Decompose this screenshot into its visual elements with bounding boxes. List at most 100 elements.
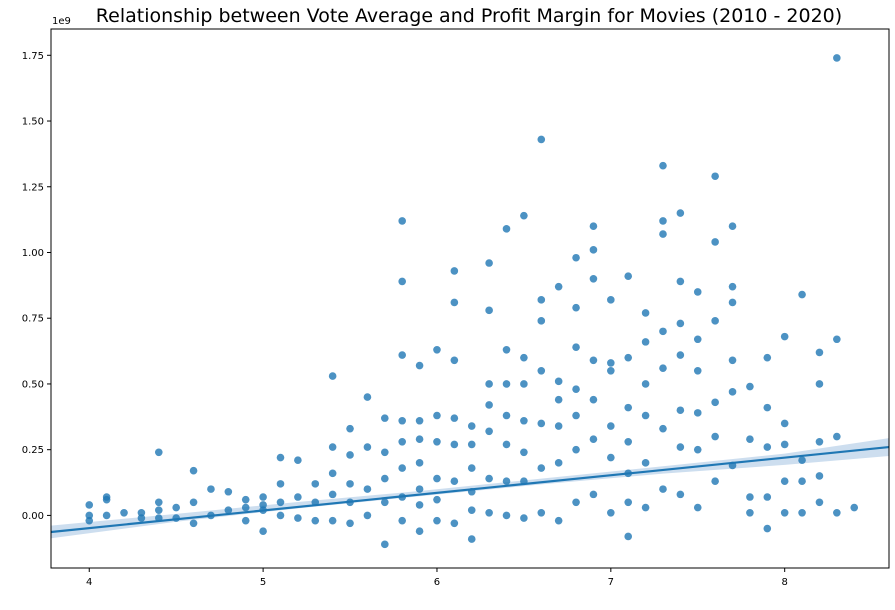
- data-point: [746, 508, 754, 517]
- confidence-band-layer: [51, 438, 889, 539]
- y-tick-label: 0.25: [22, 445, 44, 456]
- data-point: [363, 443, 372, 451]
- data-point: [381, 498, 389, 507]
- x-tick-label: 6: [434, 577, 440, 588]
- data-point: [381, 448, 389, 457]
- data-point: [572, 303, 580, 312]
- data-point: [485, 306, 493, 315]
- x-axis: 4 5 6 7 8: [86, 568, 788, 588]
- data-point: [676, 490, 685, 499]
- data-point: [641, 411, 650, 420]
- data-point: [850, 503, 859, 512]
- data-point: [433, 474, 441, 483]
- data-point: [641, 380, 650, 388]
- data-point: [363, 393, 372, 401]
- data-point: [711, 432, 719, 441]
- data-point: [311, 480, 320, 488]
- data-point: [415, 435, 424, 443]
- data-point: [398, 516, 406, 525]
- data-point: [102, 511, 111, 520]
- data-point: [415, 459, 424, 467]
- data-point: [641, 503, 650, 512]
- data-point: [224, 487, 233, 496]
- data-point: [537, 296, 546, 304]
- data-point: [763, 443, 772, 451]
- data-point: [450, 356, 459, 365]
- data-point: [363, 511, 372, 520]
- data-point: [693, 335, 702, 344]
- data-point: [189, 466, 198, 475]
- data-point: [346, 519, 354, 528]
- data-point: [607, 422, 615, 430]
- data-point: [711, 398, 719, 407]
- data-point: [676, 209, 685, 217]
- data-point: [502, 345, 511, 354]
- data-point: [624, 403, 633, 412]
- data-point: [589, 356, 598, 365]
- data-point: [676, 319, 685, 328]
- data-point: [450, 440, 459, 449]
- data-point: [798, 477, 806, 486]
- data-point: [381, 474, 389, 483]
- data-point: [433, 411, 441, 420]
- data-point: [833, 432, 841, 441]
- data-point: [502, 440, 511, 449]
- regression-line: [51, 445, 889, 534]
- data-point: [294, 456, 302, 465]
- data-point: [693, 288, 702, 296]
- data-point: [398, 464, 406, 472]
- data-point: [589, 490, 598, 499]
- data-point: [728, 222, 737, 230]
- y-tick-label: 0.50: [22, 379, 44, 390]
- data-point: [780, 508, 789, 517]
- data-point: [659, 217, 667, 225]
- data-point: [311, 516, 320, 525]
- chart-title: Relationship between Vote Average and Pr…: [96, 5, 842, 27]
- data-point: [276, 453, 285, 462]
- data-point: [346, 480, 354, 488]
- data-point: [572, 253, 580, 262]
- data-point: [485, 508, 493, 517]
- data-point: [554, 516, 563, 525]
- data-point: [154, 448, 163, 457]
- data-point: [746, 382, 754, 391]
- data-point: [520, 514, 528, 522]
- x-tick-label: 5: [260, 577, 266, 588]
- data-point: [815, 472, 824, 480]
- data-point: [711, 172, 719, 181]
- data-point: [137, 514, 146, 522]
- data-point: [433, 345, 441, 354]
- data-point: [607, 453, 615, 462]
- data-point: [676, 443, 685, 451]
- data-point: [589, 246, 598, 254]
- data-point: [381, 414, 389, 422]
- data-point: [467, 422, 476, 430]
- data-point: [537, 317, 546, 325]
- data-point: [815, 437, 824, 446]
- data-point: [815, 498, 824, 507]
- x-tick-label: 8: [781, 577, 787, 588]
- data-point: [676, 277, 685, 286]
- data-point: [572, 498, 580, 507]
- data-point: [241, 495, 250, 504]
- data-point: [433, 437, 441, 446]
- data-point: [415, 485, 424, 493]
- data-point: [659, 424, 667, 433]
- data-point: [450, 519, 459, 528]
- data-point: [589, 274, 598, 283]
- data-point: [189, 519, 198, 528]
- data-point: [241, 503, 250, 512]
- data-point: [780, 477, 789, 486]
- data-point: [728, 388, 737, 396]
- data-point: [485, 380, 493, 388]
- y-axis-offset-label: 1e9: [52, 16, 71, 27]
- data-point: [485, 401, 493, 409]
- data-point: [693, 445, 702, 454]
- data-point: [641, 338, 650, 346]
- data-point: [728, 282, 737, 291]
- data-point: [572, 411, 580, 420]
- data-point: [641, 459, 650, 467]
- data-point: [467, 535, 476, 543]
- data-point: [607, 367, 615, 375]
